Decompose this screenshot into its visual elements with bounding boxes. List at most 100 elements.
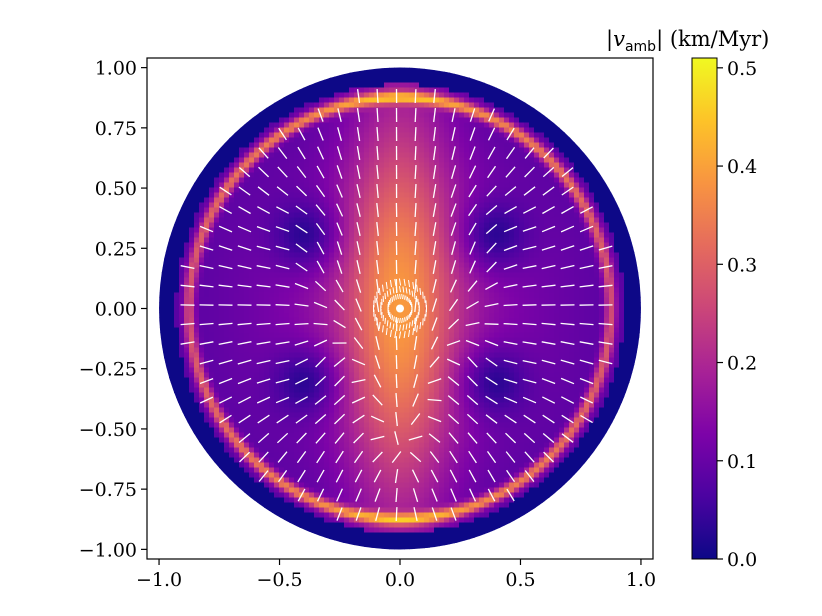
- heatmap-cell: [369, 357, 375, 364]
- heatmap-cell: [344, 272, 350, 279]
- heatmap-cell: [364, 102, 370, 109]
- heatmap-cell: [609, 192, 615, 199]
- heatmap-cell: [264, 317, 270, 324]
- heatmap-cell: [384, 182, 390, 189]
- heatmap-cell: [219, 367, 225, 374]
- heatmap-cell: [469, 232, 475, 239]
- heatmap-cell: [589, 212, 595, 219]
- heatmap-cell: [169, 252, 175, 259]
- heatmap-cell: [434, 152, 440, 159]
- heatmap-cell: [459, 277, 465, 284]
- heatmap-cell: [164, 337, 170, 344]
- heatmap-cell: [579, 217, 585, 224]
- heatmap-cell: [614, 362, 620, 369]
- heatmap-cell: [584, 307, 590, 314]
- heatmap-cell: [449, 182, 455, 189]
- heatmap-cell: [344, 292, 350, 299]
- heatmap-cell: [494, 262, 500, 269]
- heatmap-cell: [604, 267, 610, 274]
- heatmap-cell: [459, 117, 465, 124]
- heatmap-cell: [229, 127, 235, 134]
- heatmap-cell: [219, 157, 225, 164]
- heatmap-cell: [599, 282, 605, 289]
- heatmap-cell: [364, 97, 370, 104]
- heatmap-cell: [509, 352, 515, 359]
- heatmap-cell: [554, 337, 560, 344]
- heatmap-cell: [214, 177, 220, 184]
- heatmap-cell: [484, 322, 490, 329]
- heatmap-cell: [544, 132, 550, 139]
- heatmap-cell: [429, 212, 435, 219]
- heatmap-cell: [199, 182, 205, 189]
- heatmap-cell: [239, 237, 245, 244]
- heatmap-cell: [294, 217, 300, 224]
- heatmap-cell: [329, 232, 335, 239]
- heatmap-cell: [584, 167, 590, 174]
- heatmap-cell: [384, 142, 390, 149]
- heatmap-cell: [584, 232, 590, 239]
- heatmap-cell: [524, 237, 530, 244]
- heatmap-cell: [564, 142, 570, 149]
- heatmap-cell: [304, 322, 310, 329]
- heatmap-cell: [509, 157, 515, 164]
- heatmap-cell: [364, 227, 370, 234]
- heatmap-cell: [224, 337, 230, 344]
- heatmap-cell: [309, 77, 315, 84]
- heatmap-cell: [339, 202, 345, 209]
- heatmap-cell: [359, 102, 365, 109]
- heatmap-cell: [354, 247, 360, 254]
- heatmap-cell: [434, 352, 440, 359]
- heatmap-cell: [219, 207, 225, 214]
- heatmap-cell: [299, 292, 305, 299]
- heatmap-cell: [214, 162, 220, 169]
- heatmap-cell: [374, 367, 380, 374]
- heatmap-cell: [524, 297, 530, 304]
- heatmap-cell: [304, 282, 310, 289]
- heatmap-cell: [424, 232, 430, 239]
- heatmap-cell: [274, 242, 280, 249]
- heatmap-cell: [264, 277, 270, 284]
- heatmap-cell: [419, 312, 425, 319]
- heatmap-cell: [249, 242, 255, 249]
- heatmap-cell: [354, 267, 360, 274]
- heatmap-cell: [229, 277, 235, 284]
- heatmap-cell: [204, 267, 210, 274]
- heatmap-cell: [519, 332, 525, 339]
- heatmap-cell: [299, 272, 305, 279]
- heatmap-cell: [449, 82, 455, 89]
- heatmap-cell: [434, 282, 440, 289]
- heatmap-cell: [574, 172, 580, 179]
- heatmap-cell: [254, 142, 260, 149]
- heatmap-cell: [304, 352, 310, 359]
- heatmap-cell: [599, 202, 605, 209]
- heatmap-cell: [399, 182, 405, 189]
- heatmap-cell: [389, 207, 395, 214]
- heatmap-cell: [359, 147, 365, 154]
- heatmap-cell: [614, 202, 620, 209]
- heatmap-cell: [364, 272, 370, 279]
- heatmap-cell: [209, 157, 215, 164]
- heatmap-cell: [329, 107, 335, 114]
- heatmap-cell: [559, 352, 565, 359]
- heatmap-cell: [509, 137, 515, 144]
- heatmap-cell: [534, 367, 540, 374]
- heatmap-cell: [444, 267, 450, 274]
- heatmap-cell: [234, 267, 240, 274]
- heatmap-cell: [229, 317, 235, 324]
- heatmap-cell: [164, 317, 170, 324]
- heatmap-cell: [224, 172, 230, 179]
- heatmap-cell: [164, 262, 170, 269]
- heatmap-cell: [164, 297, 170, 304]
- heatmap-cell: [539, 367, 545, 374]
- heatmap-cell: [444, 247, 450, 254]
- heatmap-cell: [364, 222, 370, 229]
- heatmap-cell: [309, 347, 315, 354]
- heatmap-cell: [299, 307, 305, 314]
- heatmap-cell: [234, 182, 240, 189]
- heatmap-cell: [399, 332, 405, 339]
- heatmap-cell: [214, 357, 220, 364]
- heatmap-cell: [559, 262, 565, 269]
- heatmap-cell: [404, 162, 410, 169]
- heatmap-cell: [159, 332, 165, 339]
- heatmap-cell: [599, 237, 605, 244]
